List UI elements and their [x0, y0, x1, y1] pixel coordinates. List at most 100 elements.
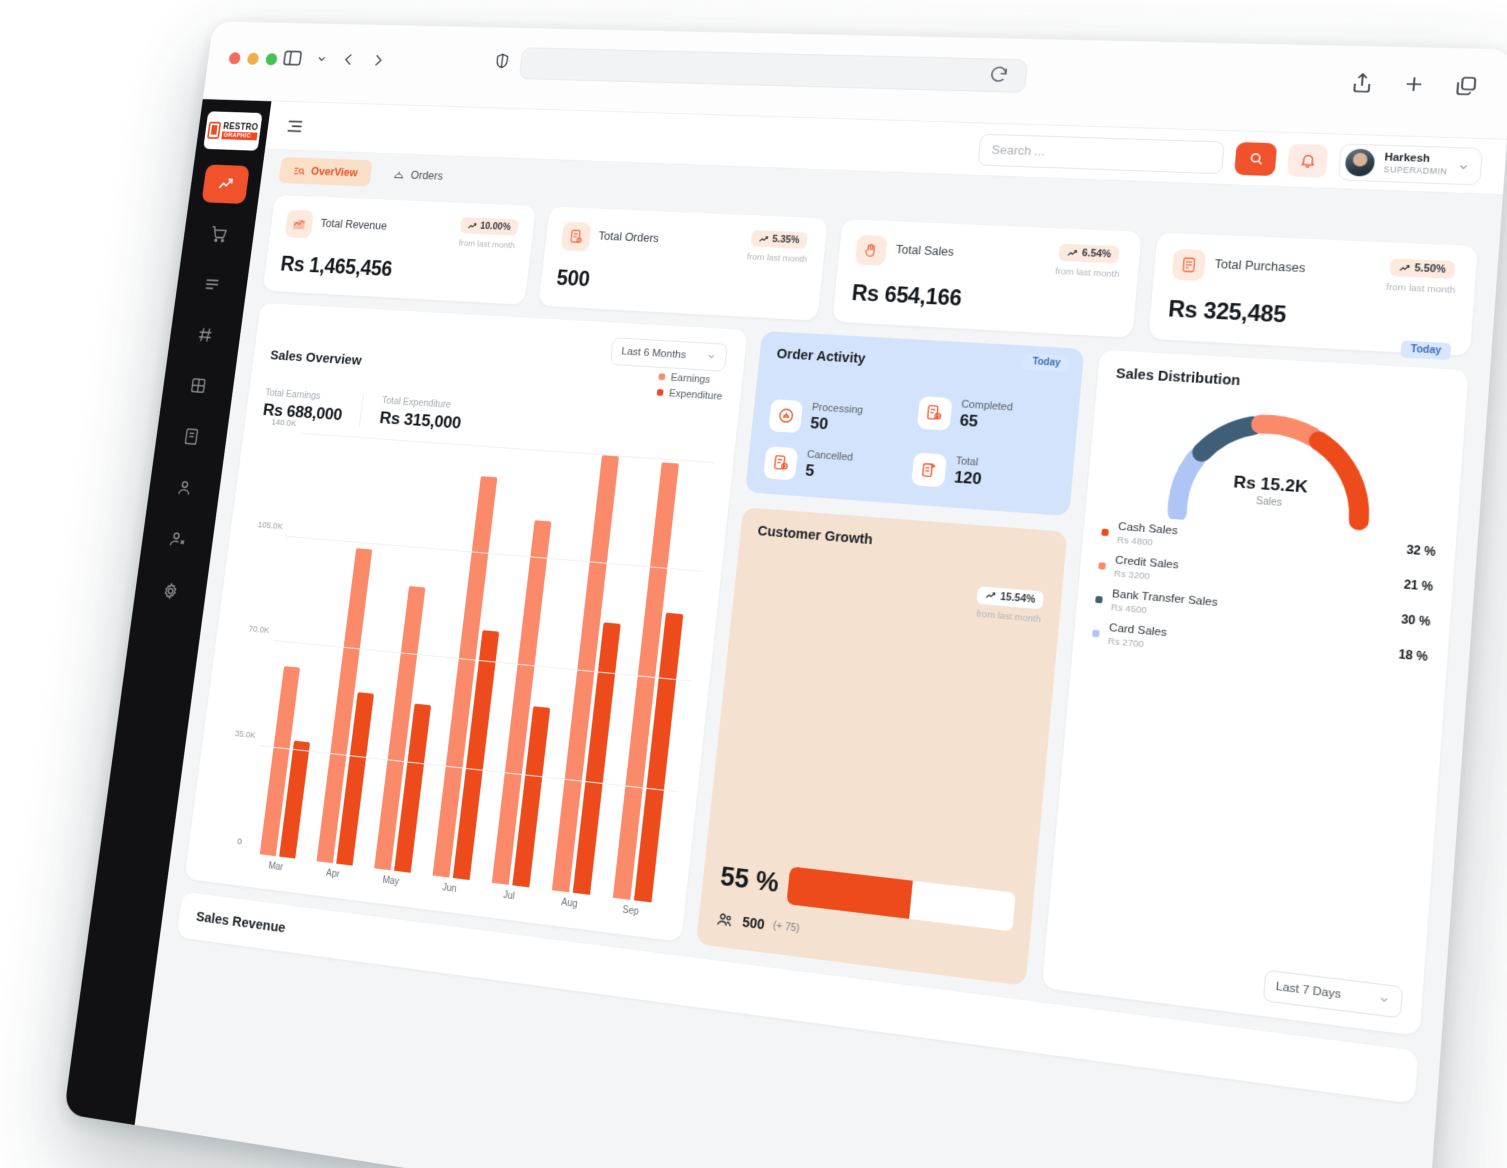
customer-growth-count-delta: (+ 75) — [772, 919, 801, 935]
stat-card-total-purchases[interactable]: Total Purchases 5.50% from last month — [1147, 232, 1478, 356]
maximize-icon[interactable] — [265, 53, 278, 66]
customer-growth-title: Customer Growth — [756, 523, 874, 548]
period-dropdown-label: Last 7 Days — [1275, 980, 1342, 1001]
x-axis-tick: May — [381, 874, 400, 888]
stat-delta-value: 10.00% — [479, 220, 512, 233]
user-menu[interactable]: Harkesh SUPERADMIN — [1338, 142, 1483, 185]
oa-value: 120 — [953, 467, 983, 489]
hamburger-icon[interactable] — [285, 118, 305, 134]
period-dropdown[interactable]: Last 7 Days — [1262, 969, 1404, 1019]
x-axis-tick: Jun — [441, 882, 458, 895]
sales-distribution-title: Sales Distribution — [1115, 365, 1241, 389]
sidebar-item-staff[interactable] — [153, 518, 202, 561]
sidebar-item-customers[interactable] — [160, 467, 209, 509]
chart-plot — [245, 432, 716, 904]
stat-card-total-orders[interactable]: Total Orders 5.35% from last month — [537, 206, 829, 321]
stat-delta-value: 6.54% — [1081, 247, 1112, 261]
sidebar-item-reports[interactable] — [167, 416, 216, 458]
tab-overview[interactable]: OverView — [278, 156, 373, 187]
legend-dot — [1095, 595, 1103, 603]
total-expenditure: Total Expenditure Rs 315,000 — [359, 393, 464, 434]
search-button[interactable] — [1234, 141, 1278, 176]
stat-value: 500 — [555, 265, 592, 291]
notifications-button[interactable] — [1287, 143, 1329, 178]
stat-title: Total Revenue — [319, 217, 388, 233]
stat-value: Rs 1,465,456 — [279, 251, 394, 281]
dist-percent: 30 % — [1400, 611, 1432, 629]
close-icon[interactable] — [228, 52, 242, 65]
y-axis-tick: 70.0K — [248, 623, 270, 635]
dist-name: Bank Transfer Sales — [1111, 587, 1219, 609]
x-axis-tick: Mar — [267, 860, 284, 873]
sidebar-item-tables[interactable] — [181, 314, 230, 355]
stat-delta-sub: from last month — [1385, 281, 1456, 296]
order-activity-cancelled: Cancelled 5 — [763, 445, 904, 488]
customer-growth-percent: 55 % — [719, 861, 781, 898]
dashboard-content: Total Revenue 10.00% from last month — [135, 189, 1500, 1168]
chevron-down-icon — [1378, 993, 1391, 1006]
trend-up-icon — [985, 590, 997, 602]
dist-percent: 32 % — [1405, 541, 1437, 559]
app-root: RESTRO GRAPHIC — [63, 99, 1507, 1168]
order-activity-badge: Today — [1022, 352, 1071, 372]
cg-delta-sub: from last month — [975, 608, 1042, 626]
sidebar-item-settings[interactable] — [146, 569, 195, 612]
forward-arrow-icon[interactable] — [369, 51, 388, 69]
stat-delta-badge: 10.00% — [459, 217, 519, 236]
processing-icon — [768, 398, 804, 433]
url-bar[interactable] — [518, 47, 1029, 93]
dist-name: Credit Sales — [1114, 554, 1180, 572]
bell-dome-icon — [392, 168, 406, 182]
reload-icon[interactable] — [987, 64, 1010, 85]
logo-line-2: GRAPHIC — [221, 131, 258, 140]
minimize-icon[interactable] — [246, 52, 260, 65]
search-placeholder: Search ... — [991, 142, 1046, 159]
y-axis-tick: 35.0K — [234, 727, 257, 741]
y-axis-tick: 140.0K — [270, 416, 297, 428]
sidebar-item-inventory[interactable] — [174, 365, 223, 406]
tab-orders[interactable]: Orders — [377, 161, 458, 190]
oa-value: 5 — [804, 461, 816, 480]
search-input[interactable]: Search ... — [977, 133, 1226, 174]
window-traffic-lights[interactable] — [228, 52, 278, 66]
tab-overview-label: OverView — [310, 165, 359, 180]
x-axis-tick: Aug — [560, 896, 579, 910]
stat-card-total-revenue[interactable]: Total Revenue 10.00% from last month — [262, 194, 536, 305]
avatar — [1344, 147, 1376, 177]
order-activity-completed: Completed 65 — [915, 383, 1062, 450]
new-tab-icon[interactable] — [1401, 72, 1428, 96]
x-axis-tick: Apr — [325, 867, 341, 880]
sidebar-item-menu[interactable] — [188, 264, 237, 305]
sales-hand-icon — [854, 234, 888, 266]
back-arrow-icon[interactable] — [339, 51, 358, 69]
x-axis-tick: Jul — [502, 889, 516, 902]
chevron-down-icon[interactable] — [315, 53, 328, 65]
chevron-down-icon — [706, 351, 717, 362]
trend-up-icon — [758, 234, 769, 245]
shield-icon[interactable] — [492, 52, 511, 72]
dist-row-credit-sales: Credit Sales Rs 3200 21 % — [1098, 553, 1434, 605]
tabs-icon[interactable] — [1453, 73, 1480, 97]
chart-legend: Earnings Expenditure — [656, 371, 725, 402]
legend-item-expenditure: Expenditure — [656, 387, 723, 402]
legend-dot — [1098, 561, 1106, 570]
stat-title: Total Sales — [895, 242, 955, 259]
order-activity-title: Order Activity — [775, 346, 867, 367]
sidebar-item-dashboard[interactable] — [201, 164, 250, 205]
list-icon — [202, 274, 222, 294]
range-selector-dropdown[interactable]: Last 6 Months — [610, 336, 729, 372]
sales-gauge: Rs 15.2K Sales — [1103, 391, 1446, 538]
user-add-icon — [167, 529, 187, 550]
stat-card-total-sales[interactable]: Total Sales 6.54% from last month — [832, 219, 1142, 338]
share-icon[interactable] — [1349, 71, 1376, 95]
chevron-down-icon[interactable] — [1457, 159, 1471, 171]
sidebar-item-orders[interactable] — [195, 214, 243, 254]
legend-label: Expenditure — [668, 387, 723, 403]
sales-distribution-card: Today Sales Distribution — [1041, 339, 1469, 1036]
cg-delta-value: 15.54% — [999, 590, 1036, 606]
oa-label: Completed — [960, 398, 1014, 414]
dist-row-card-sales: Card Sales Rs 2700 18 % — [1091, 620, 1428, 675]
dist-row-bank-transfer-sales: Bank Transfer Sales Rs 4500 30 % — [1094, 586, 1431, 639]
sidebar-toggle-icon[interactable] — [281, 47, 305, 70]
dist-row-cash-sales: Cash Sales Rs 4800 32 % — [1101, 519, 1437, 569]
